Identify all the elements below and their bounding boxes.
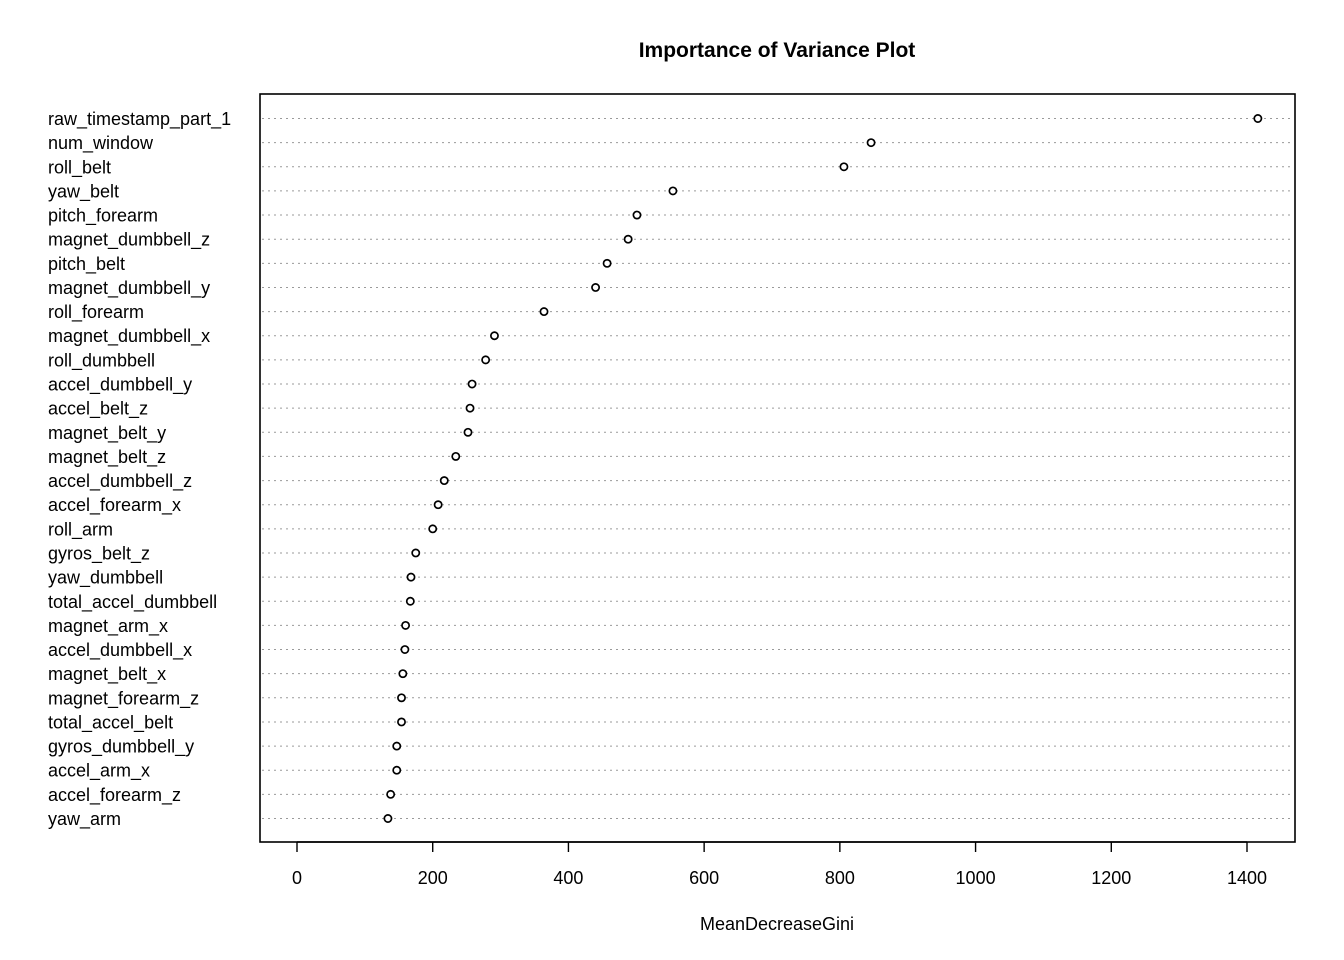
category-label: pitch_belt (48, 254, 125, 275)
data-point (411, 548, 421, 558)
category-label: roll_dumbbell (48, 350, 155, 371)
category-label: accel_belt_z (48, 399, 148, 420)
category-label: num_window (48, 133, 154, 154)
category-label: magnet_belt_x (48, 664, 166, 685)
x-tick-label: 800 (825, 868, 855, 888)
data-point (866, 138, 876, 148)
plot-frame (259, 93, 1296, 843)
data-point (428, 524, 438, 534)
y-axis-labels: raw_timestamp_part_1 num_window roll_belty… (48, 109, 231, 830)
data-point (623, 234, 633, 244)
category-label: yaw_belt (48, 181, 119, 202)
x-axis-label: MeanDecreaseGini (700, 914, 854, 934)
category-label: total_accel_dumbbell (48, 592, 217, 613)
data-point (386, 789, 396, 799)
category-label: accel_forearm_x (48, 495, 181, 516)
category-label: accel_forearm_z (48, 785, 181, 806)
data-point (405, 596, 415, 606)
x-axis: 0 200 400 600 800 1000 1200 1400 (292, 841, 1267, 888)
data-point (481, 355, 491, 365)
category-label: magnet_arm_x (48, 616, 168, 637)
data-point (400, 645, 410, 654)
category-label: roll_forearm (48, 302, 144, 323)
data-point (397, 693, 406, 703)
data-point (406, 572, 416, 582)
category-label: accel_dumbbell_z (48, 471, 192, 492)
data-point (398, 669, 408, 679)
category-label: roll_arm (48, 519, 113, 540)
category-label: magnet_belt_z (48, 447, 166, 468)
data-point (632, 210, 642, 220)
x-tick-label: 1000 (956, 868, 996, 888)
data-point (397, 717, 406, 727)
data-point (591, 283, 601, 292)
data-point (439, 476, 449, 486)
category-label: accel_dumbbell_x (48, 640, 192, 661)
category-label: raw_timestamp_part_1 (48, 109, 231, 130)
data-point (451, 451, 461, 461)
data-point (433, 500, 443, 510)
category-label: yaw_arm (48, 809, 121, 830)
category-label: total_accel_belt (48, 712, 173, 733)
data-point (383, 814, 393, 823)
data-point (465, 403, 475, 413)
category-label: magnet_forearm_z (48, 688, 199, 709)
data-point (392, 741, 402, 751)
category-label: accel_dumbbell_y (48, 375, 192, 396)
category-label: magnet_dumbbell_x (48, 326, 210, 347)
x-tick-label: 200 (418, 868, 448, 888)
category-label: roll_belt (48, 157, 111, 178)
category-label: gyros_belt_z (48, 543, 150, 564)
category-label: pitch_forearm (48, 206, 158, 227)
data-point (490, 331, 499, 341)
category-label: yaw_dumbbell (48, 568, 163, 589)
data-point (392, 765, 402, 775)
category-label: magnet_dumbbell_z (48, 230, 210, 251)
data-point (539, 307, 549, 317)
data-point (1253, 114, 1263, 123)
data-points (383, 114, 1263, 823)
data-point (463, 427, 473, 437)
data-point (602, 258, 612, 268)
x-tick-label: 600 (689, 868, 719, 888)
data-point (401, 620, 411, 630)
x-tick-label: 0 (292, 868, 302, 888)
category-label: accel_arm_x (48, 761, 150, 782)
data-point (839, 162, 849, 172)
x-tick-label: 1200 (1091, 868, 1131, 888)
category-label: gyros_dumbbell_y (48, 737, 194, 758)
data-point (668, 186, 678, 196)
x-tick-label: 1400 (1227, 868, 1267, 888)
category-label: magnet_dumbbell_y (48, 278, 210, 299)
chart-title: Importance of Variance Plot (639, 39, 916, 62)
category-label: magnet_belt_y (48, 423, 166, 444)
data-point (467, 379, 477, 389)
x-tick-label: 400 (553, 868, 583, 888)
gridlines (262, 118, 1293, 819)
